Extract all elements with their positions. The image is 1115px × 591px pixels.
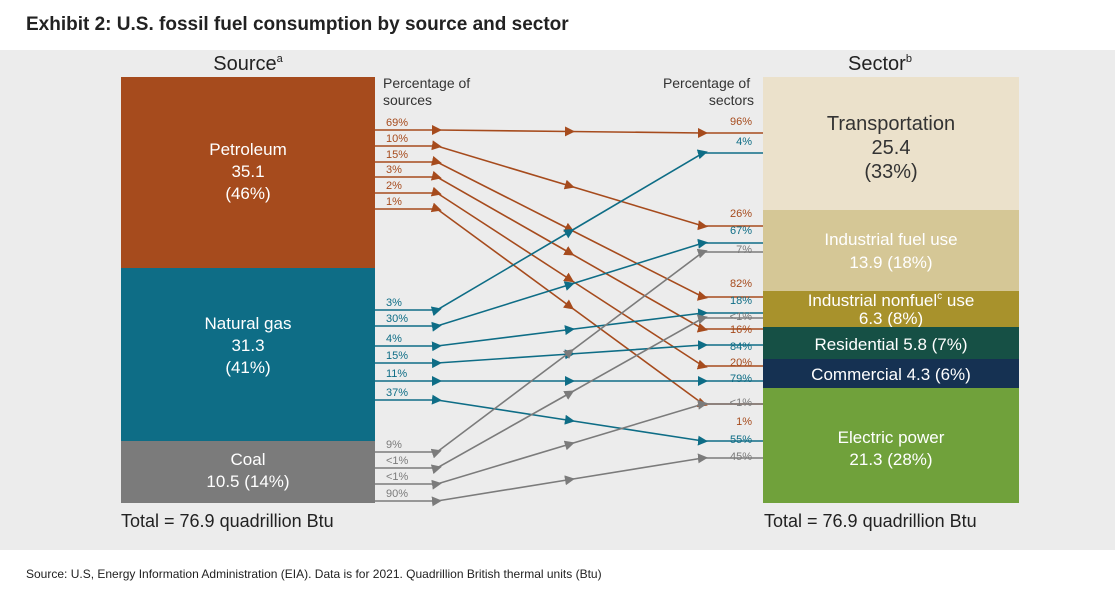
total-right: Total = 76.9 quadrillion Btu	[764, 511, 977, 531]
residential-rect	[763, 327, 1019, 359]
exhibit-title: Exhibit 2: U.S. fossil fuel consumption …	[26, 14, 569, 35]
pct-of-sector-petroleum-electric: 1%	[736, 416, 752, 428]
natural-gas-share: (41%)	[225, 358, 270, 377]
pct-of-source-natural_gas-industrial_nonfuel: 4%	[386, 333, 402, 345]
pct-of-source-natural_gas-commercial: 11%	[386, 368, 407, 380]
petroleum-value: 35.1	[231, 162, 264, 181]
pct-of-source-petroleum-industrial_nonfuel: 15%	[386, 149, 408, 161]
pct-sectors-label: Percentage of sectors	[663, 75, 754, 108]
pct-of-source-natural_gas-transportation: 3%	[386, 297, 402, 309]
total-left: Total = 76.9 quadrillion Btu	[121, 511, 334, 531]
coal-value: 10.5 (14%)	[206, 472, 289, 491]
pct-of-source-coal-industrial_nonfuel: <1%	[386, 455, 409, 467]
flow-lines: 69% 96% 10% 26% 15% 82% 3% 16% 2% 20% 1% 1% 3% 4% 30% 6…	[375, 116, 763, 507]
pct-of-sector-petroleum-industrial_nonfuel: 82%	[730, 278, 752, 290]
pct-of-sector-petroleum-residential: 16%	[730, 324, 752, 336]
pct-of-sector-natural_gas-electric: 55%	[730, 434, 752, 446]
petroleum-share: (46%)	[225, 184, 270, 203]
pct-of-source-petroleum-residential: 3%	[386, 164, 402, 176]
petroleum-name: Petroleum	[209, 140, 286, 159]
sector-block-transportation: Transportation 25.4 (33%)	[763, 77, 1019, 210]
pct-of-sector-petroleum-transportation: 96%	[730, 116, 752, 128]
coal-rect	[121, 441, 375, 503]
pct-of-source-petroleum-transportation: 69%	[386, 117, 408, 129]
flow-natural_gas-to-electric	[375, 394, 763, 446]
flow-petroleum-to-commercial	[375, 186, 763, 370]
pct-of-sector-coal-electric: 45%	[730, 451, 752, 463]
pct-sources-label: Percentage of sources	[383, 75, 474, 108]
pct-of-sector-petroleum-commercial: 20%	[730, 357, 752, 369]
flow-petroleum-to-transportation	[375, 124, 763, 138]
pct-of-source-petroleum-industrial_fuel: 10%	[386, 133, 408, 145]
flow-petroleum-to-electric	[375, 202, 763, 408]
flow-coal-to-electric	[375, 453, 763, 507]
sector-block-residential: Residential 5.8 (7%)	[763, 327, 1019, 359]
pct-of-source-petroleum-commercial: 2%	[386, 180, 402, 192]
flow-petroleum-to-industrial_nonfuel	[375, 155, 763, 301]
pct-of-source-natural_gas-electric: 37%	[386, 387, 408, 399]
transportation-value: 25.4	[872, 137, 911, 159]
industrial-fuel-value: 13.9 (18%)	[849, 253, 932, 272]
pct-of-sector-coal-commercial: <1%	[730, 397, 753, 409]
pct-of-sector-coal-industrial_nonfuel: <1%	[730, 311, 753, 323]
pct-of-source-coal-commercial: <1%	[386, 471, 409, 483]
pct-of-sector-natural_gas-commercial: 79%	[730, 373, 752, 385]
industrial-fuel-name: Industrial fuel use	[824, 230, 957, 249]
commercial-rect	[763, 359, 1019, 388]
residential-label: Residential 5.8 (7%)	[814, 335, 967, 354]
flow-natural_gas-to-residential	[375, 340, 763, 369]
flow-natural_gas-to-transportation	[375, 149, 763, 317]
pct-of-source-petroleum-electric: 1%	[386, 196, 402, 208]
source-block-coal: Coal 10.5 (14%)	[121, 441, 375, 503]
natural-gas-name: Natural gas	[205, 314, 292, 333]
sector-block-commercial: Commercial 4.3 (6%)	[763, 359, 1019, 388]
industrial-nonfuel-name: Industrial nonfuelc use	[808, 291, 975, 310]
source-block-petroleum: Petroleum 35.1 (46%)	[121, 77, 375, 268]
industrial-nonfuel-value: 6.3 (8%)	[859, 309, 923, 328]
pct-of-sector-natural_gas-industrial_fuel: 67%	[730, 225, 752, 237]
source-heading: Sourcea	[213, 53, 283, 75]
pct-of-source-natural_gas-industrial_fuel: 30%	[386, 313, 408, 325]
sector-block-electric-power: Electric power 21.3 (28%)	[763, 388, 1019, 503]
flow-coal-to-industrial_nonfuel	[375, 314, 763, 475]
sector-block-industrial-fuel: Industrial fuel use 13.9 (18%)	[763, 210, 1019, 291]
transportation-share: (33%)	[864, 161, 917, 183]
electric-power-value: 21.3 (28%)	[849, 450, 932, 469]
pct-of-sector-coal-industrial_fuel: 7%	[736, 244, 752, 256]
flow-petroleum-to-industrial_fuel	[375, 140, 763, 231]
electric-power-name: Electric power	[838, 428, 945, 447]
pct-of-sector-petroleum-industrial_fuel: 26%	[730, 208, 752, 220]
pct-of-sector-natural_gas-industrial_nonfuel: 18%	[730, 295, 752, 307]
electric-power-rect	[763, 388, 1019, 503]
coal-name: Coal	[231, 450, 266, 469]
industrial-nonfuel-rect	[763, 291, 1019, 327]
sector-block-industrial-nonfuel: Industrial nonfuelc use 6.3 (8%)	[763, 291, 1019, 328]
transportation-rect	[763, 77, 1019, 210]
flow-coal-to-commercial	[375, 399, 763, 490]
pct-of-source-coal-industrial_fuel: 9%	[386, 439, 402, 451]
pct-of-source-natural_gas-residential: 15%	[386, 350, 408, 362]
flow-coal-to-industrial_fuel	[375, 248, 763, 459]
natural-gas-rect	[121, 268, 375, 441]
natural-gas-value: 31.3	[231, 336, 264, 355]
transportation-name: Transportation	[827, 113, 955, 135]
source-footnote: Source: U.S, Energy Information Administ…	[26, 567, 602, 581]
petroleum-rect	[121, 77, 375, 268]
pct-of-sector-natural_gas-residential: 84%	[730, 341, 752, 353]
industrial-fuel-rect	[763, 210, 1019, 291]
pct-of-source-coal-electric: 90%	[386, 488, 408, 500]
commercial-label: Commercial 4.3 (6%)	[811, 365, 971, 384]
source-block-natural-gas: Natural gas 31.3 (41%)	[121, 268, 375, 441]
pct-of-sector-natural_gas-transportation: 4%	[736, 136, 752, 148]
sector-heading: Sectorb	[848, 53, 912, 75]
